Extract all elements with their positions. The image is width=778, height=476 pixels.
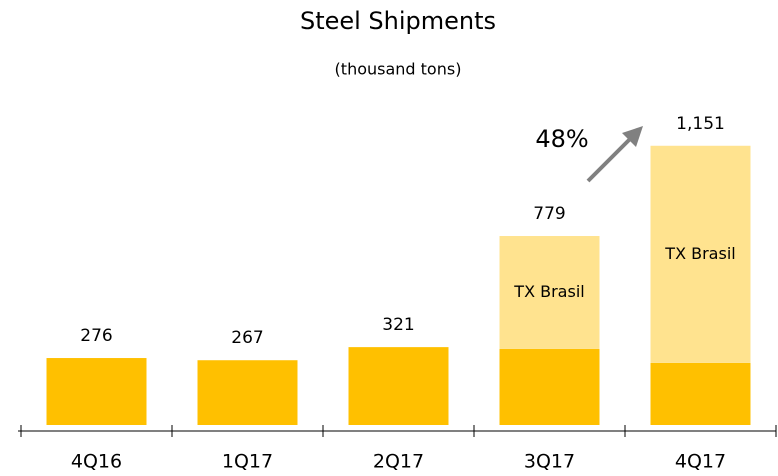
- arrow-head: [622, 126, 643, 147]
- x-tick-label: 3Q17: [524, 451, 575, 473]
- total-label: 1,151: [676, 114, 725, 134]
- bar-segment: [197, 360, 298, 425]
- x-tick-label: 2Q17: [373, 451, 424, 473]
- bar-segment: [348, 347, 449, 425]
- x-tick-label: 1Q17: [222, 451, 273, 473]
- segment-label: TX Brasil: [513, 282, 584, 301]
- annotation: 48%: [535, 125, 588, 153]
- bar-segment: [499, 348, 600, 425]
- segment-label: TX Brasil: [664, 244, 735, 263]
- total-label: 276: [80, 326, 112, 346]
- total-label: 779: [533, 204, 565, 224]
- bar-segment: [46, 358, 147, 425]
- x-tick-label: 4Q16: [71, 451, 122, 473]
- arrow-shaft: [586, 134, 635, 183]
- bar-segment: [499, 236, 600, 349]
- chart-title: Steel Shipments: [300, 7, 496, 35]
- bar-segment: [650, 145, 751, 363]
- chart-subtitle: (thousand tons): [335, 60, 462, 79]
- x-tick-label: 4Q17: [675, 451, 726, 473]
- growth-arrow: [586, 126, 643, 183]
- bar-segment: [650, 362, 751, 425]
- total-label: 267: [231, 328, 263, 348]
- total-label: 321: [382, 315, 414, 335]
